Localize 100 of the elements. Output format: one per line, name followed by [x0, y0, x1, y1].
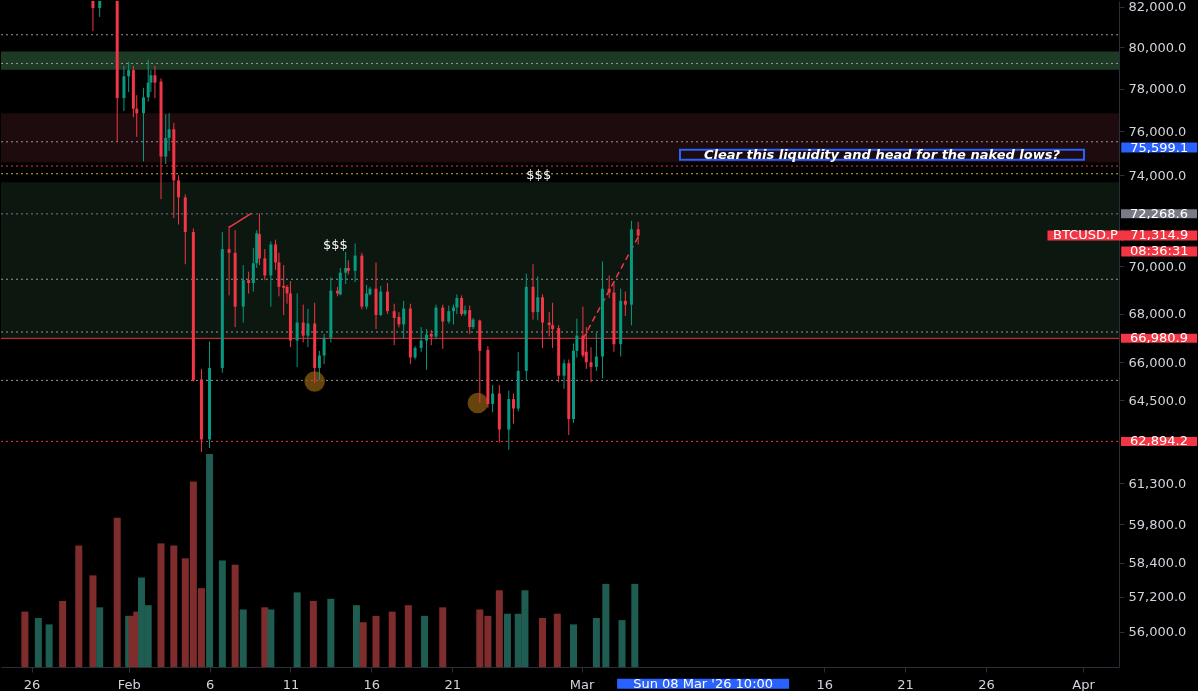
x-tick-label: 16: [816, 676, 833, 692]
x-tick-label: 21: [444, 676, 461, 692]
bar: [592, 617, 600, 667]
bar: [309, 600, 317, 667]
bar: [553, 613, 561, 667]
annotation: Clear this liquidity and head for the naked lows?: [703, 146, 1061, 162]
y-tick-label: 58,400.0: [1128, 555, 1187, 571]
bar: [239, 609, 247, 667]
text: 71,314.9: [1130, 227, 1189, 243]
x-tick-label: Feb: [117, 676, 141, 692]
x-tick-label: 21: [897, 676, 914, 692]
bar: [503, 613, 511, 667]
candlestick: [512, 393, 515, 425]
candlestick: [460, 294, 464, 317]
y-tick-label: 64,500.0: [1128, 392, 1187, 408]
candlestick: [295, 292, 299, 368]
candlestick: [164, 113, 168, 165]
candlestick: [385, 282, 389, 315]
annotation: $$$: [526, 167, 552, 183]
candlestick: [562, 358, 566, 390]
bar: [21, 611, 29, 667]
candlestick: [306, 308, 310, 348]
bar: [421, 615, 429, 667]
y-tick-label: 82,000.0: [1128, 0, 1187, 15]
candlestick: [623, 291, 627, 317]
y-tick-label: 70,000.0: [1128, 258, 1187, 274]
candlestick: [402, 300, 406, 340]
bar: [352, 605, 360, 667]
candlestick: [397, 311, 401, 328]
y-tick-label: 61,300.0: [1128, 475, 1187, 491]
bar: [89, 575, 97, 667]
candlestick: [177, 174, 181, 226]
y-tick-label: 68,000.0: [1128, 306, 1187, 322]
candlestick: [419, 326, 423, 353]
ref-line-label: 62,894.2: [1130, 433, 1188, 449]
candlestick: [491, 384, 495, 413]
bar: [293, 592, 301, 667]
candlestick: [353, 243, 357, 283]
bar: [218, 560, 226, 667]
candlestick: [263, 248, 267, 281]
candlestick: [425, 328, 429, 371]
candlestick: [127, 61, 131, 93]
bar: [602, 583, 610, 667]
candlestick: [91, 0, 95, 32]
bar: [538, 617, 546, 667]
x-tick-label: Apr: [1072, 676, 1096, 692]
ref-line-label: 66,980.9: [1130, 330, 1188, 346]
bar: [59, 600, 67, 667]
text: 75,599.1: [1130, 139, 1189, 155]
candlestick: [379, 285, 383, 317]
x-tick-label: 16: [363, 676, 381, 692]
bar: [157, 543, 165, 667]
y-tick-label: 56,000.0: [1128, 624, 1187, 640]
text: 08:36:31: [1130, 243, 1189, 259]
x-tick-label: Mar: [569, 676, 595, 692]
bar: [231, 564, 239, 667]
candlestick: [282, 264, 286, 316]
bar: [569, 624, 577, 667]
candlestick: [607, 274, 611, 299]
x-tick-label: 26: [978, 676, 995, 692]
bar: [439, 607, 447, 667]
annotation: $$$: [322, 236, 348, 252]
y-tick-label: 76,000.0: [1128, 123, 1187, 139]
y-tick-label: 74,000.0: [1128, 167, 1187, 183]
bar: [495, 590, 503, 667]
candlestick: [247, 271, 251, 294]
bar: [267, 609, 275, 667]
y-tick-label: 66,000.0: [1128, 354, 1187, 370]
bar: [631, 583, 639, 667]
candlestick: [463, 305, 467, 317]
candlestick: [589, 346, 593, 383]
candlestick: [317, 350, 321, 381]
bar: [618, 620, 626, 667]
x-tick-label: 11: [282, 676, 300, 692]
text: Sun 08 Mar '26 10:00: [633, 675, 774, 691]
candlestick: [153, 65, 157, 99]
x-tick-label: 26: [23, 676, 41, 692]
ref-line-label: 72,268.6: [1130, 205, 1188, 221]
candlestick: [141, 87, 145, 162]
bar: [45, 624, 53, 667]
candlestick: [146, 59, 150, 103]
bar: [327, 598, 335, 667]
bar: [113, 517, 121, 667]
candlestick: [122, 65, 126, 112]
candlestick: [594, 332, 598, 372]
bar: [206, 453, 214, 667]
bar: [372, 615, 380, 667]
x-tick-label: 6: [205, 676, 215, 692]
bar: [34, 617, 42, 667]
y-tick-label: 80,000.0: [1128, 39, 1187, 55]
y-tick-label: 59,800.0: [1128, 516, 1187, 532]
bar: [170, 545, 178, 667]
annotation: BTCUSD.P: [1052, 227, 1119, 243]
bar: [75, 545, 83, 667]
bar: [359, 622, 367, 667]
bar: [388, 611, 396, 667]
bar: [404, 605, 412, 667]
y-tick-label: 57,200.0: [1128, 589, 1187, 605]
y-tick-label: 78,000.0: [1128, 81, 1187, 97]
bar: [96, 607, 104, 667]
